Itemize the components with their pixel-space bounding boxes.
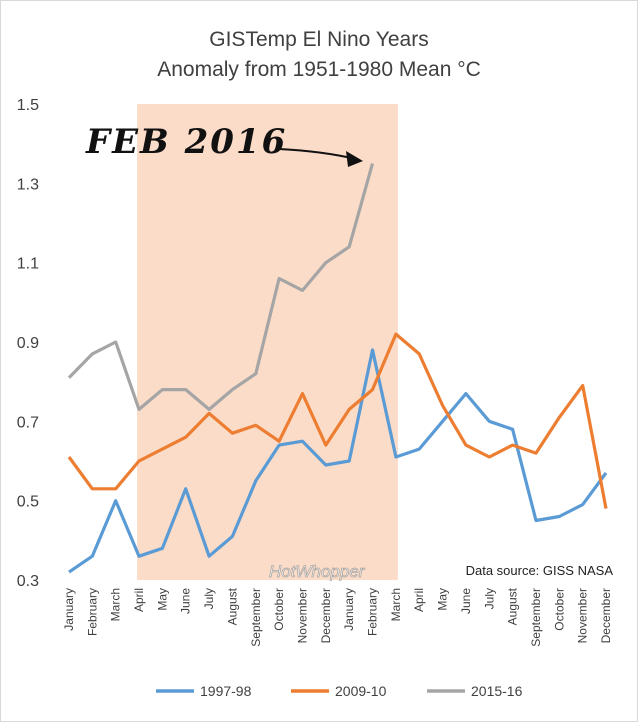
x-tick-label: May [155, 588, 169, 611]
legend-label: 2009-10 [335, 683, 387, 699]
highlight-band [137, 104, 398, 580]
x-tick-label: September [249, 588, 263, 647]
x-tick-label: October [272, 588, 286, 631]
x-tick-label: November [576, 588, 590, 643]
x-tick-label: November [295, 588, 309, 643]
x-tick-label: June [179, 588, 193, 614]
x-tick-label: April [132, 588, 146, 612]
x-tick-label: February [85, 588, 99, 636]
series-line-2009-10 [67, 332, 608, 509]
x-tick-label: April [412, 588, 426, 612]
series-line-1997-98 [68, 348, 608, 574]
x-tick-label: July [202, 588, 216, 609]
chart-subtitle: Anomaly from 1951-1980 Mean °C [157, 58, 481, 81]
x-tick-label: January [342, 588, 356, 631]
x-tick-label: December [599, 588, 613, 643]
y-tick-label: 0.7 [17, 414, 39, 431]
y-tick-label: 1.5 [17, 97, 39, 114]
series-line-2015-16 [67, 163, 375, 411]
x-tick-label: December [319, 588, 333, 643]
y-tick-label: 0.3 [17, 573, 39, 590]
x-tick-label: March [109, 588, 123, 621]
callout-arrow [278, 148, 363, 167]
x-tick-label: January [62, 588, 76, 631]
x-tick-label: July [482, 588, 496, 609]
watermark: HotWhopper [269, 562, 366, 581]
chart-title: GISTemp El Nino Years [209, 28, 428, 51]
x-tick-label: March [389, 588, 403, 621]
legend-label: 1997-98 [200, 683, 252, 699]
x-tick-label: August [225, 587, 239, 625]
x-tick-label: September [529, 588, 543, 647]
x-tick-label: August [506, 587, 520, 625]
x-tick-label: May [436, 588, 450, 611]
x-tick-label: February [366, 588, 380, 636]
data-source: Data source: GISS NASA [466, 563, 614, 578]
x-tick-label: June [459, 588, 473, 614]
callout-text: Feb 2016 [85, 122, 287, 162]
y-tick-label: 1.3 [17, 176, 39, 193]
y-tick-label: 1.1 [17, 256, 39, 273]
legend-label: 2015-16 [471, 683, 523, 699]
y-tick-label: 0.5 [17, 494, 39, 511]
x-tick-label: October [552, 588, 566, 631]
y-tick-label: 0.9 [17, 335, 39, 352]
